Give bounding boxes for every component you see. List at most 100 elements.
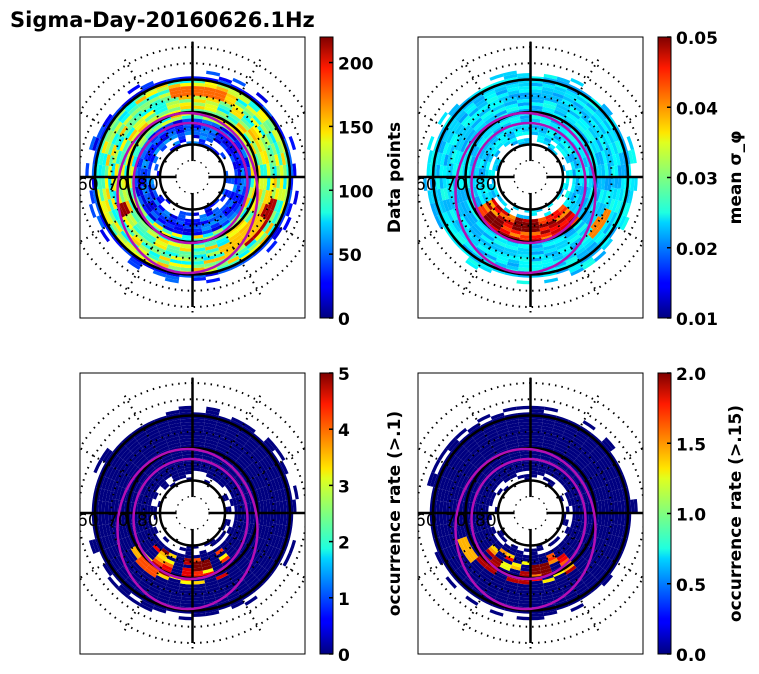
data-bin xyxy=(241,425,254,436)
data-bin xyxy=(161,211,170,220)
data-bin xyxy=(238,185,244,195)
data-bin xyxy=(485,252,497,262)
data-bin xyxy=(463,102,476,113)
data-bin xyxy=(259,500,264,513)
data-bin xyxy=(466,104,478,115)
data-bin xyxy=(473,222,485,235)
data-bin xyxy=(149,490,156,499)
data-bin xyxy=(268,131,277,144)
data-bin xyxy=(493,106,507,116)
data-bin xyxy=(594,110,606,122)
data-bin xyxy=(561,208,571,217)
data-bin xyxy=(504,219,514,226)
data-bin xyxy=(185,470,193,475)
data-bin xyxy=(494,465,505,474)
data-bin xyxy=(127,548,138,562)
data-bin xyxy=(569,236,583,248)
data-bin xyxy=(516,586,531,591)
data-bin xyxy=(204,419,217,426)
data-bin xyxy=(480,109,494,120)
data-bin xyxy=(569,528,577,538)
data-bin xyxy=(168,216,177,223)
data-bin xyxy=(159,550,169,559)
data-bin xyxy=(102,449,113,463)
data-bin xyxy=(234,169,238,177)
data-bin xyxy=(269,225,280,239)
data-bin xyxy=(140,236,154,248)
data-bin xyxy=(223,137,233,146)
data-bin xyxy=(530,102,544,107)
data-bin xyxy=(123,435,136,447)
data-bin xyxy=(562,95,575,104)
data-bin xyxy=(113,121,123,134)
data-bin xyxy=(485,479,494,489)
data-bin xyxy=(213,137,222,145)
data-bin xyxy=(192,128,201,133)
data-bin xyxy=(232,539,241,549)
data-bin xyxy=(225,562,237,573)
data-bin xyxy=(137,513,142,523)
data-bin xyxy=(140,106,154,118)
data-bin xyxy=(163,560,174,568)
data-bin xyxy=(530,234,542,239)
data-bin xyxy=(122,201,131,215)
data-bin xyxy=(151,580,166,590)
data-bin xyxy=(252,124,263,138)
data-bin xyxy=(234,540,244,551)
data-bin xyxy=(518,267,531,272)
data-bin xyxy=(557,580,572,590)
data-bin xyxy=(485,520,491,529)
data-bin xyxy=(98,500,103,513)
data-bin xyxy=(530,586,545,591)
data-bin xyxy=(101,140,109,154)
data-bin xyxy=(192,82,205,87)
data-bin xyxy=(475,458,487,470)
data-bin xyxy=(530,548,538,552)
data-bin xyxy=(518,599,531,604)
data-bin xyxy=(463,536,472,549)
data-bin xyxy=(615,489,621,502)
data-bin xyxy=(236,458,248,470)
data-bin xyxy=(117,446,129,458)
data-bin xyxy=(439,200,447,214)
pole-center xyxy=(176,161,209,193)
data-bin xyxy=(542,439,557,446)
data-bin xyxy=(238,95,250,105)
data-bin xyxy=(165,197,172,205)
data-bin xyxy=(204,83,217,90)
data-bin xyxy=(155,574,169,584)
data-bin xyxy=(475,513,480,523)
data-bin xyxy=(592,475,601,489)
data-bin xyxy=(469,590,482,601)
data-bin xyxy=(615,524,621,537)
data-bin xyxy=(585,438,598,449)
data-bin xyxy=(519,451,531,456)
data-bin xyxy=(199,132,209,138)
data-bin xyxy=(125,577,138,588)
data-bin xyxy=(573,520,579,530)
data-bin xyxy=(479,204,489,215)
data-bin xyxy=(152,221,164,231)
data-bin xyxy=(463,577,476,588)
data-bin xyxy=(209,219,219,226)
data-bin xyxy=(218,241,232,251)
data-bin xyxy=(608,523,615,535)
data-bin xyxy=(465,595,479,606)
mlt-grid-line xyxy=(418,110,506,163)
data-bin xyxy=(271,547,280,561)
data-bin xyxy=(112,236,124,249)
data-bin xyxy=(192,567,203,572)
data-bin xyxy=(580,209,590,221)
data-bin xyxy=(225,546,235,556)
data-bin xyxy=(443,115,454,129)
data-bin xyxy=(121,177,126,190)
data-bin xyxy=(282,500,287,513)
oval-contour-inner xyxy=(470,457,587,581)
data-bin xyxy=(192,557,201,562)
data-bin xyxy=(199,135,207,141)
data-bin xyxy=(530,431,545,437)
data-bin xyxy=(553,211,562,220)
data-bin xyxy=(556,552,567,561)
data-bin xyxy=(247,102,260,113)
data-bin xyxy=(488,560,500,570)
